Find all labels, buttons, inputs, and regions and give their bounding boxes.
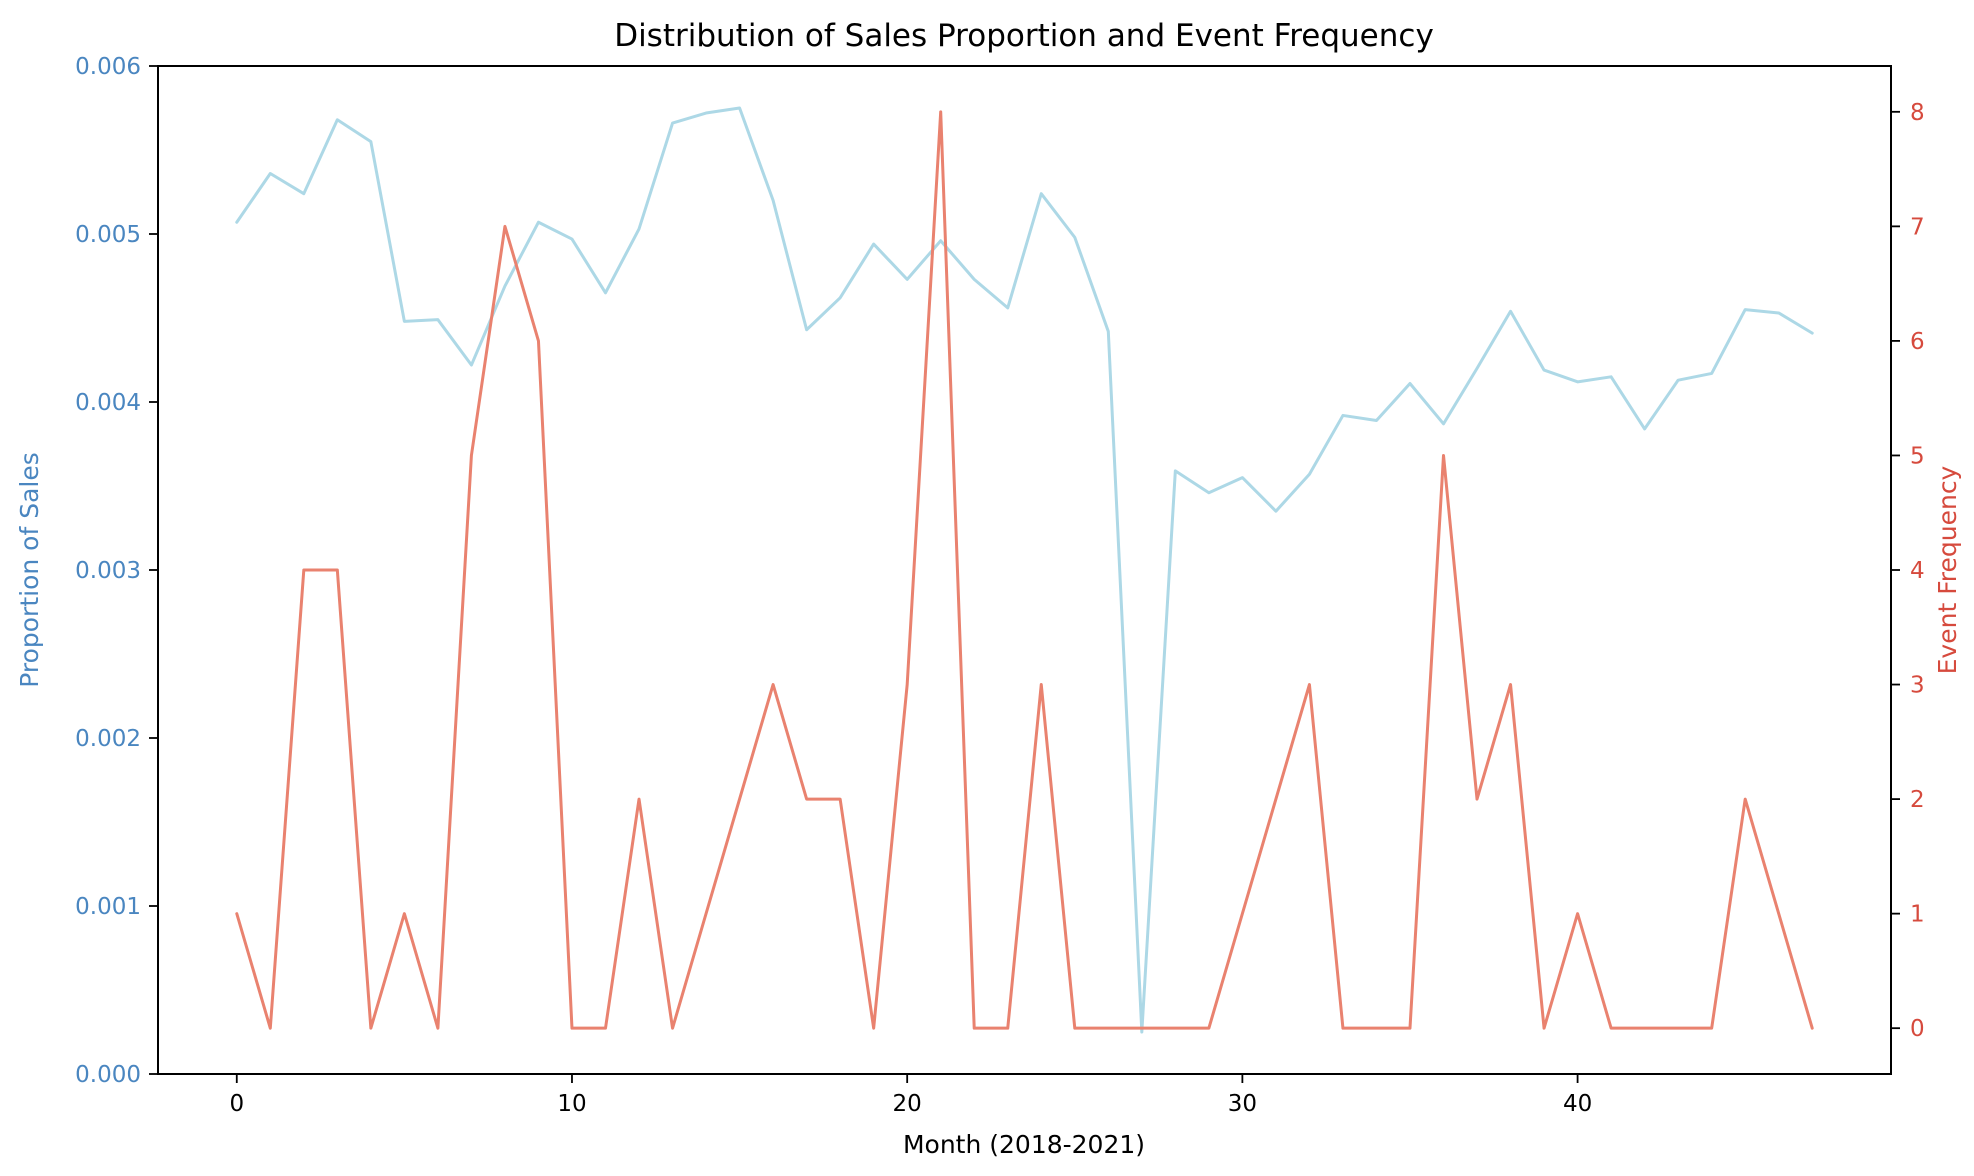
y-right-tick-label: 7 [1910,214,1925,240]
y-right-tick-label: 4 [1910,558,1925,584]
y-left-tick-label: 0.001 [75,894,141,920]
y-right-tick-label: 8 [1910,100,1925,126]
y-right-axis-label: Event Frequency [1933,465,1962,674]
x-axis-ticks: 0 10 20 30 40 [229,1074,1592,1117]
y-right-tick-label: 3 [1910,673,1925,699]
y-right-axis-ticks: 0 1 2 3 4 5 6 7 8 [1891,100,1925,1042]
event-frequency-line [235,110,1814,1030]
series-lines [235,106,1814,1034]
sales-proportion-line [235,106,1814,1034]
x-tick-label: 10 [557,1091,586,1117]
y-left-axis-ticks: 0.000 0.001 0.002 0.003 0.004 0.005 0.006 [75,54,158,1088]
y-left-tick-label: 0.004 [75,390,141,416]
x-tick-label: 0 [229,1091,244,1117]
y-left-tick-label: 0.005 [75,222,141,248]
y-right-tick-label: 2 [1910,787,1925,813]
chart-title: Distribution of Sales Proportion and Eve… [614,18,1434,54]
y-right-tick-label: 1 [1910,902,1925,928]
y-left-axis-label: Proportion of Sales [15,452,44,688]
x-tick-label: 40 [1563,1091,1592,1117]
y-right-tick-label: 0 [1910,1016,1925,1042]
y-right-tick-label: 6 [1910,329,1925,355]
x-tick-label: 30 [1228,1091,1257,1117]
y-right-tick-label: 5 [1910,443,1925,469]
y-left-tick-label: 0.003 [75,558,141,584]
plot-frame [157,65,1892,1075]
x-tick-label: 20 [893,1091,922,1117]
y-left-tick-label: 0.006 [75,54,141,80]
y-left-tick-label: 0.002 [75,726,141,752]
x-axis-label: Month (2018-2021) [903,1130,1145,1159]
y-left-tick-label: 0.000 [75,1062,141,1088]
